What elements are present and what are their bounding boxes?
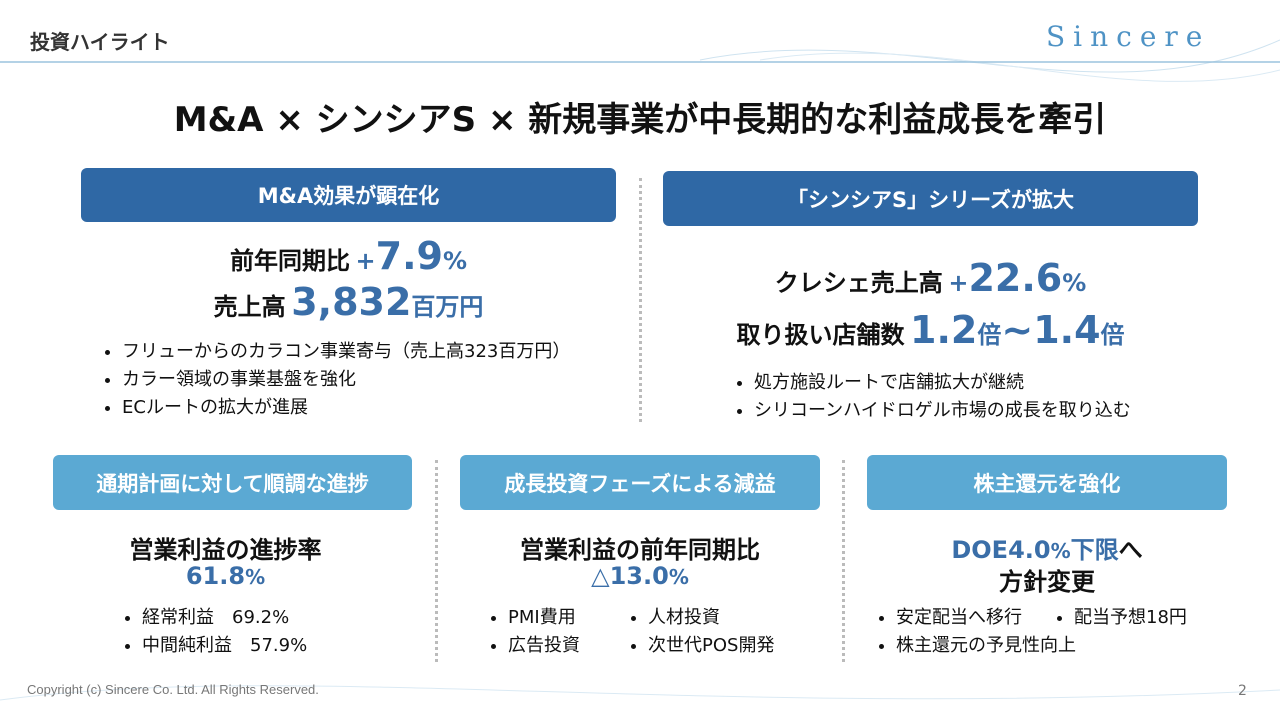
panel-heading: 株主還元を強化 bbox=[867, 455, 1227, 510]
metric-unit: % bbox=[245, 565, 266, 589]
metric-number: 7.9 bbox=[375, 234, 443, 278]
metric-number: DOE4.0 bbox=[951, 536, 1051, 564]
metric-tail: へ bbox=[1118, 536, 1143, 564]
metric: 取り扱い店舗数 1.2倍~1.4倍 bbox=[663, 308, 1198, 352]
metric-suffix: 下限 bbox=[1070, 536, 1119, 564]
separator bbox=[639, 178, 642, 422]
panel-heading: 通期計画に対して順調な進捗 bbox=[53, 455, 412, 510]
metric-unit: 倍 bbox=[1100, 321, 1125, 349]
bullet-list: PMI費用 人材投資 広告投資 次世代POS開発 bbox=[486, 604, 828, 660]
metric-unit: % bbox=[442, 247, 468, 275]
metric-unit: % bbox=[1062, 269, 1087, 297]
metric-number: 1.2 bbox=[910, 308, 978, 352]
metric: 売上高 3,832百万円 bbox=[81, 280, 616, 324]
metric-number: 22.6 bbox=[968, 256, 1063, 300]
bullet: シリコーンハイドロゲル市場の成長を取り込む bbox=[754, 397, 1131, 425]
bullet: 広告投資 bbox=[508, 632, 648, 660]
metric-sign: + bbox=[355, 247, 376, 275]
bullet: フリューからのカラコン事業寄与（売上高323百万円） bbox=[122, 338, 570, 366]
separator bbox=[842, 460, 845, 662]
metric-label: 取り扱い店舗数 bbox=[736, 321, 905, 349]
section-title: 投資ハイライト bbox=[30, 30, 170, 54]
metric-number: ~1.4 bbox=[1001, 308, 1101, 352]
bullet: 経常利益 69.2% bbox=[142, 604, 307, 632]
panel-heading: 「シンシアS」シリーズが拡大 bbox=[663, 171, 1198, 226]
metric: DOE4.0%下限へ bbox=[867, 530, 1227, 565]
bullet: 配当予想18円 bbox=[1074, 604, 1254, 632]
metric-number: △13.0 bbox=[591, 562, 669, 590]
bullet-list: フリューからのカラコン事業寄与（売上高323百万円） カラー領域の事業基盤を強化… bbox=[100, 338, 570, 422]
metric-label: 方針変更 bbox=[999, 568, 1095, 596]
metric: △13.0% bbox=[460, 562, 820, 590]
bullet: 株主還元の予見性向上 bbox=[896, 632, 1254, 660]
bullet: 中間純利益 57.9% bbox=[142, 632, 307, 660]
metric-label: 売上高 bbox=[213, 293, 286, 321]
bullet-list: 経常利益 69.2% 中間純利益 57.9% bbox=[120, 604, 307, 660]
slide-title: M&A × シンシアS × 新規事業が中長期的な利益成長を牽引 bbox=[173, 100, 1107, 140]
metric: 61.8% bbox=[53, 562, 398, 590]
bullet: PMI費用 bbox=[508, 604, 648, 632]
metric-unit: % bbox=[1050, 539, 1071, 563]
bullet: 人材投資 bbox=[648, 604, 828, 632]
metric-sign: + bbox=[948, 269, 969, 297]
metric-number: 3,832 bbox=[291, 280, 412, 324]
panel-heading: M&A効果が顕在化 bbox=[81, 168, 616, 222]
panel-heading: 成長投資フェーズによる減益 bbox=[460, 455, 820, 510]
bullet: 処方施設ルートで店舗拡大が継続 bbox=[754, 369, 1131, 397]
metric-unit: 百万円 bbox=[411, 293, 484, 321]
logo: Sincere bbox=[1046, 20, 1211, 53]
metric-number: 61.8 bbox=[185, 562, 246, 590]
metric-unit: % bbox=[668, 565, 689, 589]
metric: 前年同期比 +7.9% bbox=[81, 234, 616, 278]
bullet: 安定配当へ移行 bbox=[896, 604, 1074, 632]
metric-label: 前年同期比 bbox=[229, 247, 350, 275]
bullet-list: 処方施設ルートで店舗拡大が継続 シリコーンハイドロゲル市場の成長を取り込む bbox=[732, 369, 1131, 425]
metric-label: 営業利益の前年同期比 bbox=[520, 536, 760, 564]
bullet: カラー領域の事業基盤を強化 bbox=[122, 366, 570, 394]
bullet: 次世代POS開発 bbox=[648, 632, 828, 660]
copyright: Copyright (c) Sincere Co. Ltd. All Right… bbox=[27, 682, 319, 697]
metric-label: 営業利益の進捗率 bbox=[129, 536, 322, 564]
separator bbox=[435, 460, 438, 662]
metric-label: クレシェ売上高 bbox=[774, 269, 943, 297]
metric-unit: 倍 bbox=[977, 321, 1002, 349]
metric: クレシェ売上高 +22.6% bbox=[663, 256, 1198, 300]
bullet: ECルートの拡大が進展 bbox=[122, 394, 570, 422]
page-number: 2 bbox=[1238, 683, 1247, 699]
bullet-list: 安定配当へ移行 配当予想18円 株主還元の予見性向上 bbox=[874, 604, 1254, 660]
